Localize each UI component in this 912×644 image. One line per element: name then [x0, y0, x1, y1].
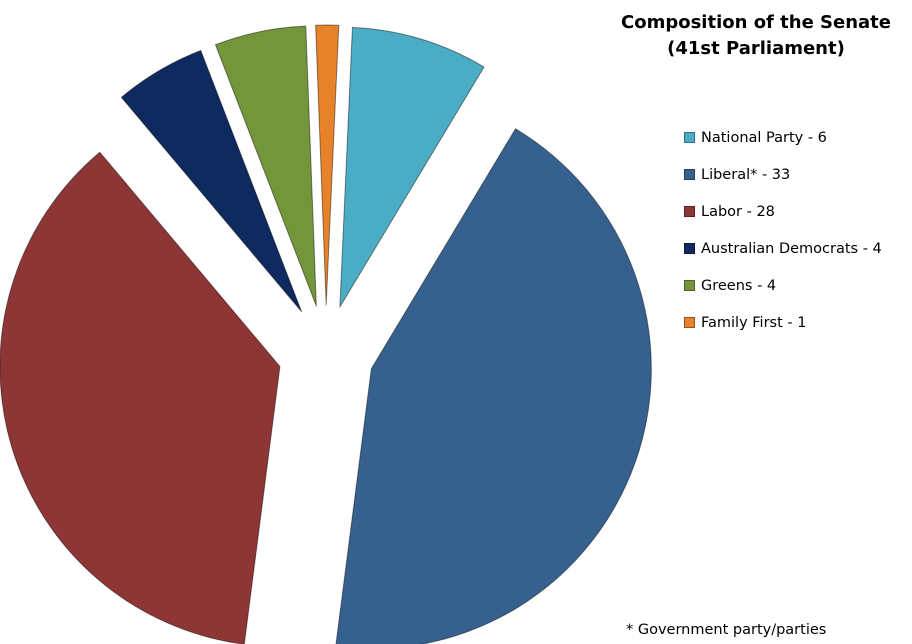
legend-label: Family First - 1: [701, 314, 807, 331]
legend-item-australian-democrats: Australian Democrats - 4: [684, 239, 882, 258]
legend-swatch: [684, 132, 695, 143]
legend-swatch: [684, 169, 695, 180]
legend-swatch: [684, 280, 695, 291]
legend: National Party - 6 Liberal* - 33 Labor -…: [684, 128, 882, 350]
legend-label: Greens - 4: [701, 277, 777, 294]
legend-label: Liberal* - 33: [701, 166, 791, 183]
pie-slice-national-party: [339, 26, 485, 308]
pie-slice-liberal: [335, 128, 652, 644]
footnote: * Government party/parties: [626, 622, 827, 638]
legend-swatch: [684, 206, 695, 217]
legend-label: Australian Democrats - 4: [701, 240, 882, 257]
chart-subtitle: (41st Parliament): [667, 38, 845, 59]
chart-title-block: Composition of the Senate (41st Parliame…: [600, 10, 912, 62]
legend-item-greens: Greens - 4: [684, 276, 882, 295]
pie-slice-australian-democrats: [120, 49, 303, 313]
legend-label: Labor - 28: [701, 203, 775, 220]
pie-slice-family-first: [315, 24, 340, 306]
legend-swatch: [684, 317, 695, 328]
pie-slice-greens: [214, 25, 317, 307]
chart-title: Composition of the Senate: [621, 12, 891, 33]
legend-swatch: [684, 243, 695, 254]
legend-item-family-first: Family First - 1: [684, 313, 882, 332]
legend-label: National Party - 6: [701, 129, 827, 146]
legend-item-national-party: National Party - 6: [684, 128, 882, 147]
legend-item-liberal: Liberal* - 33: [684, 165, 882, 184]
pie-slice-labor: [0, 151, 281, 644]
legend-item-labor: Labor - 28: [684, 202, 882, 221]
